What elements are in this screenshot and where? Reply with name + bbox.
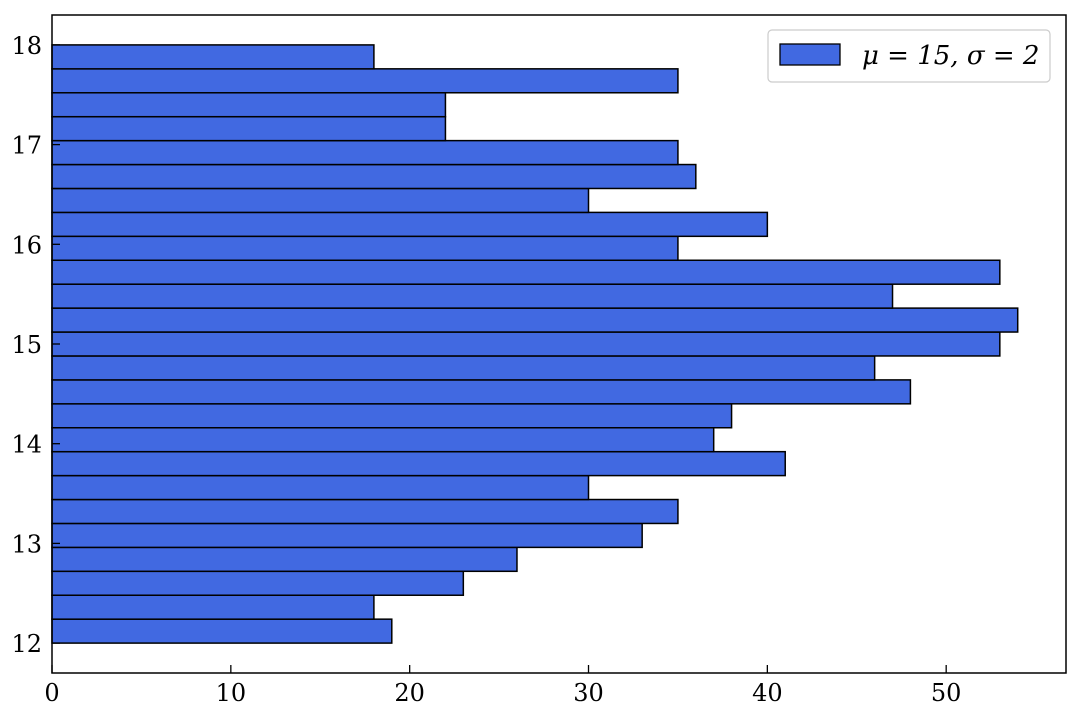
histogram-bar-14 xyxy=(51,283,894,309)
histogram-bar-15 xyxy=(51,259,1001,285)
histogram-bar-20 xyxy=(51,139,679,166)
histogram-bar-17 xyxy=(51,211,769,238)
histogram-bar-19 xyxy=(51,163,697,190)
histogram-bar-5 xyxy=(51,498,679,525)
histogram-bar-3 xyxy=(51,546,518,573)
legend-box xyxy=(767,29,1051,83)
x-tick-label: 0 xyxy=(44,679,59,707)
y-tick-label: 13 xyxy=(11,530,42,558)
histogram-bar-10 xyxy=(51,379,912,405)
histogram-bar-6 xyxy=(51,474,590,501)
bars-group xyxy=(51,44,1019,644)
histogram-bar-22 xyxy=(51,92,447,118)
y-tick-label: 16 xyxy=(11,231,42,259)
y-tick-label: 15 xyxy=(11,331,42,359)
histogram-bar-1 xyxy=(51,594,375,620)
y-tick-label: 12 xyxy=(11,630,42,658)
x-tick-label: 10 xyxy=(216,679,247,707)
x-tick-label: 20 xyxy=(394,679,425,707)
y-axis: 12 13 14 15 16 17 18 xyxy=(11,32,60,658)
histogram-bar-8 xyxy=(51,426,715,453)
histogram-bar-11 xyxy=(51,355,876,381)
y-tick-label: 17 xyxy=(11,132,42,160)
histogram-bar-2 xyxy=(51,570,465,596)
histogram-bar-18 xyxy=(51,187,590,214)
x-axis: 0 10 20 30 40 50 xyxy=(44,665,961,707)
histogram-bar-21 xyxy=(51,115,447,142)
histogram-bar-13 xyxy=(51,307,1019,333)
histogram-bar-16 xyxy=(51,235,679,262)
legend: μ = 15, σ = 2 xyxy=(767,29,1051,83)
histogram-bar-7 xyxy=(51,450,786,477)
y-tick-label: 14 xyxy=(11,431,42,459)
legend-swatch xyxy=(779,43,841,66)
legend-label: μ = 15, σ = 2 xyxy=(862,41,1039,71)
histogram-bar-24 xyxy=(51,44,375,70)
histogram-bar-4 xyxy=(51,522,643,549)
y-tick-label: 18 xyxy=(11,32,42,60)
x-tick-label: 30 xyxy=(573,679,604,707)
histogram-bar-12 xyxy=(51,331,1001,357)
histogram-bar-0 xyxy=(51,618,393,644)
x-tick-label: 50 xyxy=(931,679,962,707)
histogram-bar-23 xyxy=(51,68,679,94)
x-tick-label: 40 xyxy=(752,679,783,707)
histogram-bar-9 xyxy=(51,403,733,429)
